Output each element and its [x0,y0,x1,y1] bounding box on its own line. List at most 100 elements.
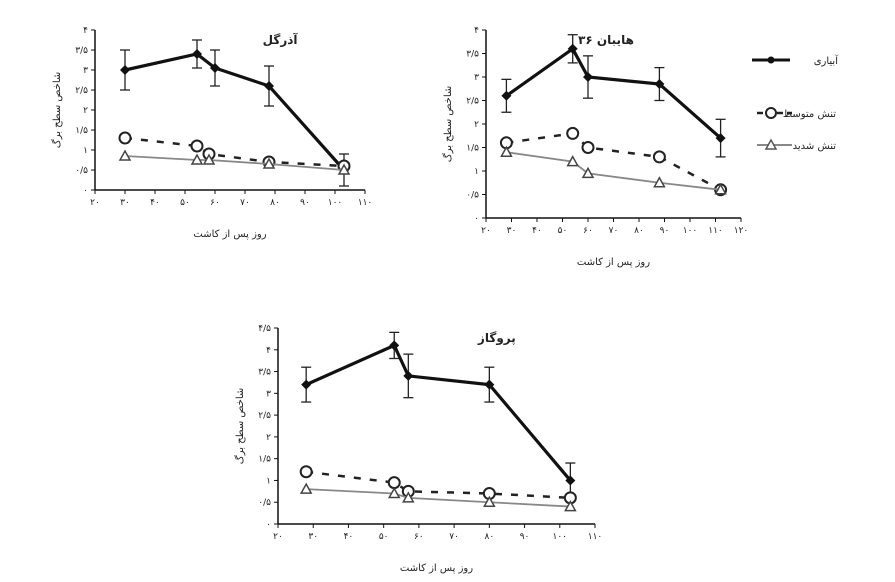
y-tick-label: ۱/۵ [466,144,479,154]
series-line-severe [506,151,721,191]
x-tick-label: ۵۰ [558,226,568,236]
legend-label-irrigated: آبیاری [814,54,840,67]
y-tick-label: ۲ [83,106,88,116]
x-axis-label: روز پس از کاشت [577,257,650,268]
x-tick-label: ۱۰۰ [683,226,698,236]
y-tick-label: ۲/۵ [466,97,479,107]
x-tick-label: ۲۰ [273,532,283,542]
data-point-irrigated [264,81,274,91]
x-tick-label: ۱۱۰ [708,226,723,236]
y-tick-label: ۰ [83,186,88,196]
data-point-severe [337,163,351,175]
data-point-irrigated [583,72,593,82]
data-point-severe [190,153,204,165]
data-point-moderate [566,126,580,140]
x-tick-label: ۵۰ [180,198,190,208]
series-severe [500,145,727,195]
x-tick-label: ۴۰ [150,198,160,208]
series-line-moderate [506,132,722,191]
y-tick-label: ۰/۵ [466,191,479,201]
chart-title: هایبان ۳۶ [578,33,634,47]
legend-label-moderate: تنش متوسط [783,109,836,120]
data-point-severe [653,176,666,188]
y-tick-label: ۰ [266,520,271,530]
data-point-severe [299,482,313,494]
data-point-irrigated [565,475,576,486]
data-point-irrigated [403,370,414,381]
y-tick-label: ۲/۵ [258,411,271,421]
x-tick-label: ۸۰ [634,226,644,236]
x-tick-label: ۱۱۰ [358,198,373,208]
x-tick-label: ۱۱۰ [588,532,603,542]
x-tick-label: ۵۰ [379,532,389,542]
y-tick-label: ۱ [83,146,88,156]
data-point-irrigated [484,379,495,390]
y-axis-label: شاخص سطح برگ [50,72,63,149]
series-severe [118,149,351,175]
series-irrigated [501,34,726,158]
data-point-severe [387,486,401,499]
data-point-irrigated [501,90,512,101]
data-point-irrigated [192,49,202,59]
y-tick-label: ۳ [266,389,271,399]
data-point-severe [202,153,216,165]
x-tick-label: ۳۰ [507,226,517,236]
data-point-severe [581,166,595,179]
legend-marker-severe [764,138,778,150]
x-tick-label: ۳۰ [308,532,318,542]
series-line-irrigated [305,343,572,482]
data-point-moderate [299,465,313,479]
x-tick-label: ۹۰ [520,532,530,542]
data-point-irrigated [120,65,130,75]
data-point-irrigated [715,133,726,144]
x-tick-label: ۷۰ [240,198,250,208]
data-point-severe [483,495,496,507]
data-point-irrigated [301,379,312,390]
y-tick-label: ۳/۵ [466,50,479,60]
y-tick-label: ۳ [474,73,479,83]
x-axis-label: روز پس از کاشت [193,229,266,240]
y-tick-label: ۰ [474,214,479,224]
y-tick-label: ۴ [266,346,271,356]
legend: آبیاری تنش متوسط تنش شدید [752,54,839,152]
data-point-irrigated [210,63,220,73]
x-tick-label: ۳۰ [120,198,130,208]
y-tick-label: ۲/۵ [75,86,88,96]
legend-marker-irrigated [767,56,775,64]
chart-title: آذرگل [263,32,299,47]
y-tick-label: ۳/۵ [75,46,88,56]
data-point-severe [402,491,415,503]
x-axis-label: روز پس از کاشت [400,563,473,574]
x-tick-label: ۷۰ [449,532,459,542]
data-point-moderate [190,139,204,153]
data-point-severe [262,157,276,169]
x-tick-label: ۹۰ [300,198,310,208]
y-tick-label: ۲ [266,433,271,443]
y-tick-label: ۳/۵ [258,368,271,378]
y-tick-label: ۴ [83,26,88,36]
x-tick-label: ۴۰ [344,532,354,542]
x-tick-label: ۶۰ [583,226,593,236]
y-tick-label: ۰/۵ [258,498,271,508]
data-point-severe [566,155,579,167]
x-tick-label: ۱۰۰ [328,198,343,208]
data-point-irrigated [389,340,400,351]
y-tick-label: ۰/۵ [75,166,88,176]
x-tick-label: ۲۰ [481,226,491,236]
series-line-severe [306,488,571,508]
data-point-irrigated [654,79,665,90]
chart-panel-1: ۲۰ ۳۰ ۴۰ ۵۰ ۶۰ ۷۰ ۸۰ ۹۰ ۱۰۰ ۱۱۰ ۰ ۰/۵ ۱ ۱/۵ ۲ ۲/۵ ۳ ۳/۵ ۴ ش… [50,26,372,240]
y-tick-label: ۴ [474,26,479,36]
x-tick-label: ۴۰ [532,226,542,236]
legend-marker-moderate [765,107,777,119]
series-line-moderate [306,470,571,500]
data-point-severe [118,149,132,161]
data-point-severe [500,145,513,157]
x-tick-label: ۶۰ [210,198,220,208]
x-tick-label: ۶۰ [414,532,424,542]
y-axis-label: شاخص سطح برگ [441,86,454,163]
series-line-irrigated [505,46,722,140]
y-axis-label: شاخص سطح برگ [233,388,246,465]
y-tick-label: ۱/۵ [75,126,88,136]
